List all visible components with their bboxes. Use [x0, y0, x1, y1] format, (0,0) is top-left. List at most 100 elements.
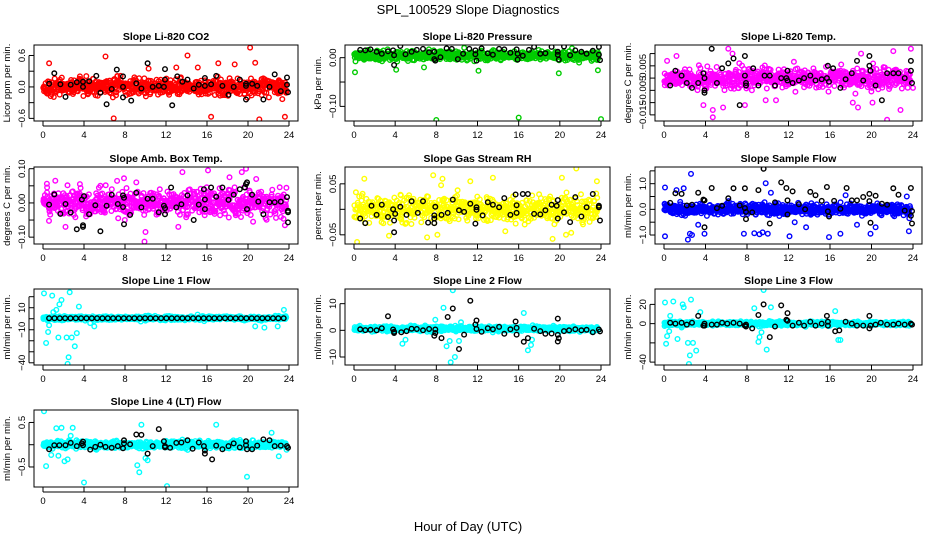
outlier-point	[709, 114, 716, 121]
outlier-point	[102, 53, 109, 60]
highlight-point	[230, 83, 237, 90]
outlier-point	[884, 116, 891, 121]
highlight-point	[73, 226, 80, 233]
data-point	[858, 83, 865, 90]
data-point	[359, 190, 366, 197]
highlight-point	[514, 56, 521, 63]
data-point	[837, 199, 844, 206]
data-point	[176, 211, 183, 218]
outlier-point	[133, 179, 140, 186]
data-point	[79, 207, 86, 214]
highlight-point	[277, 198, 284, 205]
outlier-point	[764, 230, 771, 237]
panel-title: Slope Gas Stream RH	[424, 153, 532, 165]
highlight-point	[155, 209, 162, 216]
data-point	[713, 63, 720, 70]
outlier-point	[858, 50, 865, 57]
highlight-point	[413, 46, 420, 53]
highlight-point	[909, 208, 916, 215]
highlight-point	[542, 207, 549, 214]
highlight-point	[169, 102, 176, 109]
highlight-point	[448, 45, 455, 52]
highlight-point	[909, 220, 916, 227]
highlight-point	[772, 82, 779, 89]
data-point	[728, 85, 735, 92]
highlight-point	[243, 206, 250, 213]
x-tick-label: 8	[122, 130, 127, 141]
highlight-point	[149, 195, 156, 202]
highlight-point	[719, 202, 726, 209]
highlight-point	[872, 82, 879, 89]
data-point	[563, 189, 570, 196]
highlight-point	[432, 57, 439, 64]
outlier-point	[662, 233, 669, 240]
highlight-point	[285, 89, 292, 96]
highlight-point	[802, 206, 809, 213]
highlight-point	[519, 190, 526, 197]
y-tick-label: 0.10	[17, 159, 28, 178]
outlier-point	[673, 53, 680, 60]
outlier-point	[52, 177, 59, 184]
data-point	[748, 87, 755, 94]
highlight-point	[133, 189, 140, 196]
x-tick-label: 8	[434, 130, 439, 141]
y-tick-label: 0.00	[328, 48, 339, 67]
panel-title: Slope Line 1 Flow	[122, 275, 212, 287]
highlight-point	[119, 94, 126, 101]
outlier-point	[281, 113, 288, 120]
highlight-point	[271, 71, 278, 78]
highlight-point	[689, 84, 696, 91]
highlight-point	[160, 83, 167, 90]
highlight-point	[200, 186, 207, 193]
outlier-point	[231, 61, 238, 68]
outlier-point	[709, 106, 716, 113]
outlier-point	[701, 230, 708, 237]
data-point	[201, 212, 208, 219]
highlight-point	[362, 47, 369, 54]
highlight-point	[208, 81, 215, 88]
outlier-point	[62, 223, 69, 230]
y-tick-label: −0.6	[17, 109, 28, 128]
outlier-point	[549, 235, 556, 242]
data-point	[283, 184, 290, 191]
outlier-point	[720, 104, 727, 111]
data-point	[454, 187, 461, 194]
data-point	[166, 91, 173, 98]
highlight-point	[514, 50, 521, 57]
data-point	[43, 180, 50, 187]
outlier-point	[439, 175, 446, 182]
highlight-point	[736, 202, 743, 209]
data-point	[114, 177, 121, 184]
data-point	[822, 81, 829, 88]
highlight-point	[701, 87, 708, 94]
data-point	[792, 88, 799, 95]
highlight-point	[507, 49, 514, 56]
highlight-point	[466, 45, 473, 52]
x-tick-label: 20	[243, 130, 254, 141]
highlight-point	[127, 211, 134, 218]
highlight-point	[895, 70, 902, 77]
highlight-point	[743, 208, 750, 215]
highlight-point	[824, 208, 831, 215]
data-point	[101, 209, 108, 216]
highlight-point	[561, 209, 568, 216]
highlight-point	[901, 207, 908, 214]
data-point	[51, 75, 58, 82]
highlight-point	[884, 70, 891, 77]
data-point	[761, 62, 768, 69]
highlight-point	[133, 80, 140, 87]
data-point	[123, 185, 130, 192]
highlight-point	[741, 185, 748, 192]
outlier-point	[662, 184, 669, 191]
outlier-point	[179, 169, 186, 176]
data-point	[362, 213, 369, 220]
outlier-point	[773, 97, 780, 104]
x-tick-label: 16	[202, 130, 213, 141]
highlight-point	[93, 72, 100, 79]
highlight-point	[553, 202, 560, 209]
highlight-point	[597, 217, 604, 224]
x-tick-label: 8	[122, 253, 127, 264]
highlight-point	[826, 78, 833, 85]
data-point	[879, 84, 886, 91]
x-tick-label: 24	[596, 253, 607, 264]
